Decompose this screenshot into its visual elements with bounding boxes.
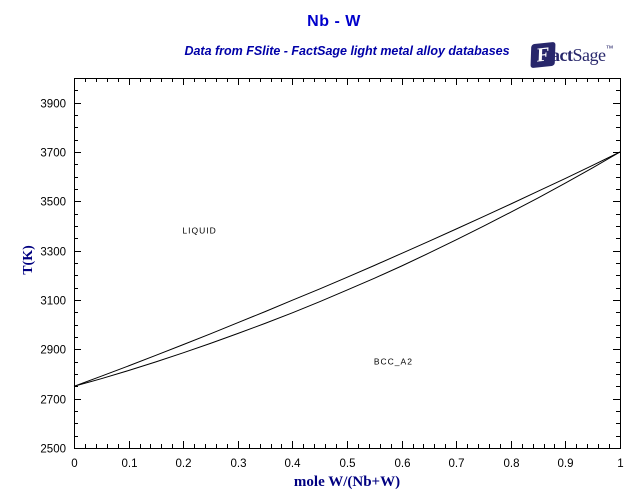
y-tick-label: 3900 [40, 99, 66, 111]
logo-trademark: ™ [605, 43, 614, 53]
logo-sage-text: Sage [572, 44, 606, 65]
logo-fact-text: act [551, 44, 573, 65]
region-label-liquid: LIQUID [182, 225, 216, 235]
x-axis-title: mole W/(Nb+W) [293, 474, 401, 490]
x-tick-label: 0.3 [231, 458, 247, 470]
y-tick-label: 3300 [40, 247, 66, 259]
y-tick-label: 2700 [40, 395, 66, 407]
y-tick-label: 3500 [40, 197, 66, 209]
page-title: Nb - W [307, 13, 361, 30]
y-axis-title: T(K) [21, 245, 36, 275]
x-tick-label: 0.8 [504, 458, 520, 470]
y-tick-label: 3100 [40, 296, 66, 308]
region-label-bcc_a2: BCC_A2 [374, 357, 413, 367]
x-tick-label: 0.1 [122, 458, 138, 470]
factsage-logo: F act Sage ™ [530, 40, 635, 70]
liquidus-curve [73, 151, 621, 387]
y-tick-label: 2500 [40, 444, 66, 456]
x-tick-label: 0.7 [449, 458, 465, 470]
solidus-curve [73, 151, 621, 387]
x-tick-label: 0.6 [395, 458, 411, 470]
x-tick-label: 1 [617, 458, 623, 470]
x-tick-label: 0.4 [285, 458, 302, 470]
x-tick-label: 0.2 [176, 458, 192, 470]
x-tick-label: 0.5 [340, 458, 356, 470]
y-tick-label: 3700 [40, 148, 66, 160]
plot-frame [74, 78, 621, 449]
x-tick-label: 0 [71, 458, 77, 470]
x-tick-label: 0.9 [558, 458, 574, 470]
page-subtitle: Data from FSlite - FactSage light metal … [184, 44, 510, 58]
y-tick-label: 2900 [40, 345, 66, 357]
